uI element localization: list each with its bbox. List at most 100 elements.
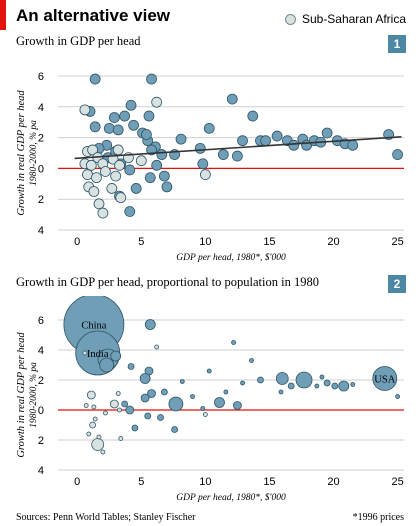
x-tick-label: 20 (327, 236, 339, 248)
y-axis-label: Growth in real GDP per head (16, 90, 27, 216)
trend-line (74, 136, 402, 160)
data-point (146, 73, 157, 85)
x-tick-label: 10 (199, 476, 211, 488)
data-point (223, 389, 229, 395)
y-tick-label: 6 (38, 71, 44, 83)
africa-point (199, 169, 211, 180)
y-axis-label: Growth in real GDP per head (16, 332, 27, 458)
data-point (144, 412, 152, 420)
x-tick-label: 15 (263, 236, 275, 248)
data-point (144, 319, 156, 330)
africa-point (109, 399, 119, 409)
africa-point (85, 159, 97, 171)
x-axis-label: GDP per head, 1980*, $'000 (176, 252, 286, 263)
x-axis-label: GDP per head, 1980*, $'000 (176, 492, 286, 503)
legend: Sub-Saharan Africa (284, 12, 406, 26)
africa-point (118, 436, 124, 441)
data-point (190, 394, 195, 399)
y-tick-label: 4 (38, 345, 44, 357)
data-point (125, 405, 135, 415)
africa-point (117, 407, 122, 413)
data-point (147, 389, 156, 398)
price-note: *1996 prices (352, 512, 404, 523)
africa-point (92, 416, 98, 422)
data-point (99, 357, 115, 373)
legend-africa-swatch (284, 13, 296, 25)
y-tick-label: 0 (38, 405, 44, 417)
africa-point (151, 96, 163, 108)
data-point (372, 366, 398, 391)
y-tick-label: 2 (38, 133, 44, 145)
legend-africa-label: Sub-Saharan Africa (301, 12, 406, 26)
data-point (194, 142, 206, 154)
point-label: USA (374, 375, 395, 386)
data-point (257, 376, 264, 384)
data-point (140, 393, 150, 403)
africa-point (154, 344, 160, 350)
data-point (206, 368, 212, 374)
y-tick-label: 4 (38, 225, 44, 237)
y-axis-sublabel: 1980-2000, % pa (29, 362, 39, 428)
y-tick-label: 0 (38, 163, 44, 175)
data-point (314, 383, 320, 389)
africa-point (91, 438, 105, 451)
x-tick-label: 0 (74, 476, 80, 488)
data-point (124, 206, 136, 217)
y-tick-label: 4 (38, 465, 44, 477)
point-label: India (87, 349, 109, 360)
data-point (121, 400, 129, 408)
accent-bar (0, 0, 6, 30)
data-point (127, 363, 135, 370)
y-tick-label: 4 (38, 102, 44, 114)
africa-point (96, 434, 102, 440)
africa-point (202, 412, 208, 417)
page-title: An alternative view (16, 6, 171, 25)
data-point (323, 379, 331, 387)
data-point (141, 129, 152, 140)
africa-point (100, 166, 111, 177)
x-tick-label: 5 (138, 476, 144, 488)
africa-point (86, 431, 92, 437)
data-point (151, 159, 163, 171)
data-point (168, 396, 184, 412)
data-point (260, 135, 272, 147)
data-point (131, 424, 139, 432)
data-point (175, 133, 187, 145)
data-point (247, 110, 259, 122)
data-point (144, 172, 156, 184)
data-point (160, 388, 168, 396)
data-point (179, 379, 185, 384)
africa-point (93, 198, 105, 210)
chart2-title: Growth in GDP per head, proportional to … (16, 275, 319, 289)
data-point (108, 112, 120, 123)
data-point (89, 121, 101, 133)
chart2-number: 2 (388, 275, 406, 293)
data-point (158, 170, 170, 182)
chart1-title: Growth in GDP per head (16, 34, 141, 48)
data-point (395, 394, 400, 399)
x-tick-label: 0 (74, 236, 80, 248)
africa-point (106, 183, 118, 194)
africa-point (82, 350, 88, 356)
y-axis-sublabel: 1980-2000, % pa (29, 120, 39, 186)
africa-point (87, 144, 98, 156)
africa-point (103, 410, 108, 416)
africa-point (135, 155, 147, 167)
data-point (249, 358, 254, 363)
data-point (231, 340, 236, 345)
data-point (295, 371, 313, 389)
data-point (89, 73, 101, 85)
africa-point (89, 421, 96, 429)
africa-point (83, 403, 89, 408)
data-point (392, 149, 403, 160)
data-point (125, 99, 137, 111)
data-point (237, 135, 248, 147)
data-point (214, 397, 225, 408)
data-point (110, 350, 122, 362)
y-tick-label: 6 (38, 315, 44, 327)
africa-point (97, 207, 109, 219)
data-point (217, 149, 229, 160)
data-point (203, 122, 215, 134)
africa-point (79, 104, 91, 116)
source-note: Sources: Penn World Tables; Stanley Fisc… (16, 512, 196, 523)
